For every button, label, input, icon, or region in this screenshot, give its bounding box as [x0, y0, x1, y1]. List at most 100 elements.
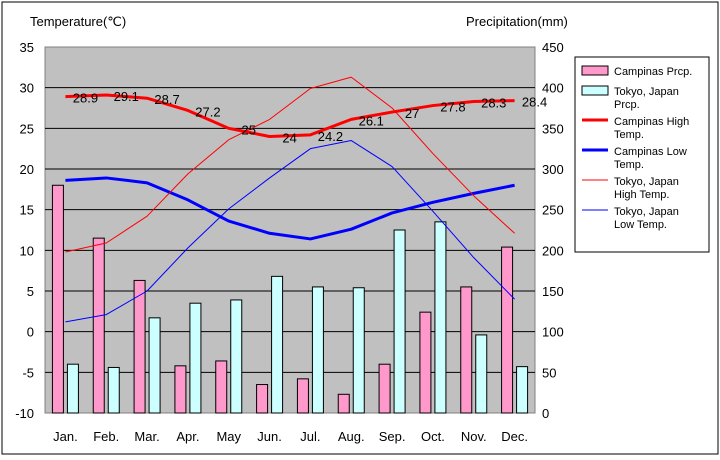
precip-bar: [296, 378, 309, 414]
precip-bar: [378, 363, 391, 414]
left-tick-label: 5: [27, 284, 34, 299]
precip-bar: [66, 363, 79, 414]
legend-label-line: Campinas High: [614, 116, 689, 128]
legend-label-line: Tokyo, Japan: [614, 206, 679, 218]
x-tick-label: Jul.: [300, 429, 320, 444]
temp-line: [65, 76, 515, 253]
x-tick-label: Sep.: [379, 429, 406, 444]
left-tick-label: 10: [20, 243, 34, 258]
right-tick-label: 50: [542, 365, 556, 380]
precip-bar: [419, 311, 432, 414]
precip-bar: [148, 317, 161, 414]
legend-label-line: Temp.: [614, 159, 644, 171]
legend-label: Campinas Low Temp.: [614, 146, 687, 171]
right-tick-label: 150: [542, 284, 564, 299]
data-label: 28.7: [154, 92, 179, 107]
precip-bar: [337, 393, 350, 414]
temp-line: [65, 140, 515, 323]
precip-bar: [92, 237, 105, 414]
right-tick-label: 100: [542, 325, 564, 340]
x-tick-label: Aug.: [338, 429, 365, 444]
precip-bar: [460, 286, 473, 414]
data-label: 26.1: [359, 113, 384, 128]
x-tick-label: Apr.: [176, 429, 199, 444]
legend-label-line: Prcp.: [614, 99, 640, 111]
precip-bar: [215, 360, 228, 414]
left-tick-label: 20: [20, 162, 34, 177]
data-label: 28.3: [481, 95, 506, 110]
precip-bar: [516, 366, 529, 414]
legend-label: Tokyo, Japan Low Temp.: [614, 206, 679, 231]
legend-label-line: Tokyo, Japan: [614, 176, 679, 188]
right-axis-title: Precipitation(mm): [466, 14, 568, 29]
gridlines: [45, 87, 535, 373]
x-tick-label: Jan.: [53, 429, 78, 444]
temp-line: [65, 176, 515, 241]
left-tick-label: -10: [15, 406, 34, 421]
data-label: 25: [242, 122, 256, 137]
x-tick-label: Feb.: [93, 429, 119, 444]
left-axis-title: Temperature(℃): [30, 14, 126, 29]
legend-label: Campinas Prcp.: [614, 66, 692, 78]
data-label: 27: [405, 106, 419, 121]
right-tick-label: 0: [542, 406, 549, 421]
legend-label: Tokyo, Japan High Temp.: [614, 176, 679, 201]
right-tick-label: 250: [542, 203, 564, 218]
legend-label-line: Campinas Low: [614, 146, 687, 158]
left-tick-label: 35: [20, 40, 34, 55]
data-labels: 28.9 29.1 28.7 27.2 25 24 24.2 26.1 27 27.8 28.3 28…: [73, 89, 547, 145]
precip-bar: [475, 334, 488, 414]
data-label: 29.1: [114, 89, 139, 104]
right-tick-label: 400: [542, 81, 564, 96]
precip-bar: [51, 184, 64, 414]
precip-bar: [230, 299, 243, 414]
legend-swatch: [581, 65, 609, 76]
precip-bar: [352, 287, 365, 414]
data-label: 24: [282, 130, 296, 145]
temperature-lines: [65, 76, 515, 323]
precip-bar: [133, 279, 146, 414]
precip-bar: [256, 384, 269, 414]
legend-label: Campinas High Temp.: [614, 116, 689, 141]
left-tick-label: -5: [22, 365, 34, 380]
precip-bar: [107, 366, 120, 414]
temp-line: [65, 93, 515, 138]
precip-bar: [434, 221, 447, 414]
left-tick-label: 30: [20, 81, 34, 96]
legend-label-line: Temp.: [614, 129, 644, 141]
left-tick-label: 0: [27, 325, 34, 340]
data-label: 24.2: [318, 129, 343, 144]
x-tick-label: Jun.: [257, 429, 282, 444]
precip-bar: [271, 275, 284, 414]
axes: -10-505101520253035050100150200250300350…: [15, 40, 564, 444]
legend-label: Tokyo, Japan Prcp.: [614, 86, 679, 111]
right-tick-label: 300: [542, 162, 564, 177]
x-tick-label: Dec.: [501, 429, 528, 444]
x-tick-label: Oct.: [421, 429, 445, 444]
x-tick-label: Nov.: [461, 429, 487, 444]
data-label: 28.9: [73, 91, 98, 106]
data-label: 27.2: [195, 104, 220, 119]
right-tick-label: 200: [542, 243, 564, 258]
precip-bar: [393, 229, 406, 414]
legend-label-line: Campinas Prcp.: [614, 66, 692, 78]
legend-swatch: [581, 85, 609, 96]
x-tick-label: Mar.: [134, 429, 159, 444]
right-tick-label: 450: [542, 40, 564, 55]
precip-bar: [174, 365, 187, 414]
left-tick-label: 25: [20, 121, 34, 136]
precip-bar: [311, 286, 324, 414]
precipitation-bars: [51, 184, 529, 414]
precip-bar: [501, 246, 514, 414]
legend-label-line: Tokyo, Japan: [614, 86, 679, 98]
data-label: 28.4: [522, 95, 547, 110]
data-label: 27.8: [440, 100, 465, 115]
precip-bar: [189, 302, 202, 414]
right-tick-label: 350: [542, 121, 564, 136]
legend-label-line: Low Temp.: [614, 219, 667, 231]
left-tick-label: 15: [20, 203, 34, 218]
legend-label-line: High Temp.: [614, 189, 669, 201]
x-tick-label: May: [216, 429, 241, 444]
legend: Campinas Prcp.Tokyo, Japan Prcp.Campinas …: [581, 65, 692, 231]
